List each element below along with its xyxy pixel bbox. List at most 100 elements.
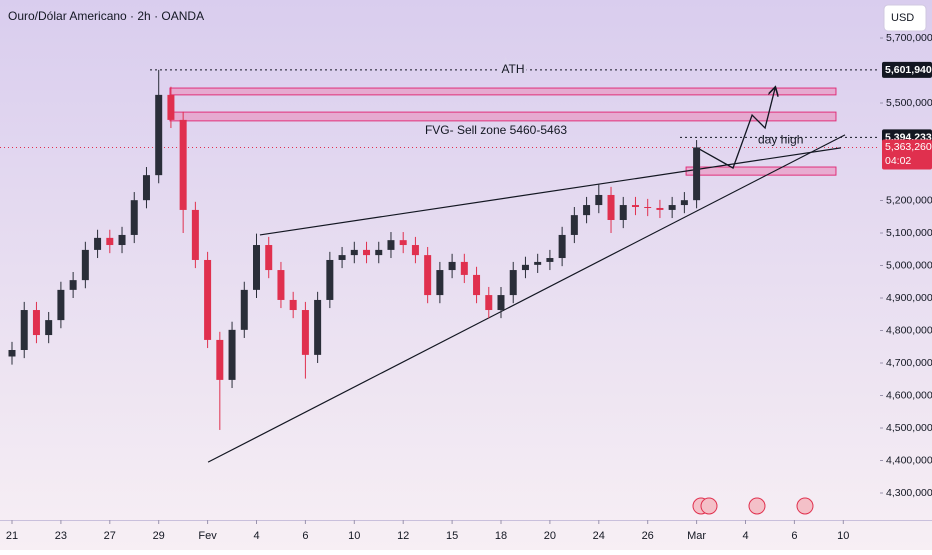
countdown-label: 04:02 [885, 155, 911, 167]
x-tick-label: 21 [6, 530, 18, 542]
candle-body [558, 234, 566, 259]
candle-body [32, 310, 40, 336]
zone [169, 111, 837, 122]
candle-body [680, 200, 688, 206]
candle-body [693, 147, 701, 201]
y-tick-label: 5,000,000 [886, 259, 932, 271]
candle-body [534, 261, 542, 265]
x-tick-label: 10 [837, 530, 849, 542]
candle-body [583, 205, 591, 216]
candle-body [204, 259, 212, 340]
candle-body [387, 240, 395, 250]
candle-body [228, 329, 236, 380]
candle-body [644, 207, 652, 208]
candle-body [216, 339, 224, 380]
candle-body [130, 200, 138, 235]
candle-body [106, 237, 114, 246]
currency-button[interactable] [883, 4, 927, 32]
ath-price-label-box [882, 61, 932, 78]
chart-title: Ouro/Dólar Americano · 2h · OANDA [8, 9, 204, 23]
y-tick-label: 4,600,000 [886, 389, 932, 401]
trend-line [207, 134, 846, 463]
candle-body [424, 255, 432, 296]
candle-body [350, 249, 358, 256]
y-tick-label: 5,500,000 [886, 97, 932, 109]
y-tick-label: 4,300,000 [886, 487, 932, 499]
candle-body [191, 209, 199, 260]
candle-body [411, 245, 419, 256]
candle-body [253, 245, 260, 290]
x-tick-label: 12 [397, 530, 409, 542]
x-tick-label: 20 [544, 530, 556, 542]
candle-body [399, 240, 407, 246]
currency-label[interactable]: USD [891, 12, 914, 24]
candle-body [448, 261, 456, 271]
candle-body [497, 295, 505, 311]
x-tick-label: 6 [791, 530, 797, 542]
event-icon[interactable] [700, 497, 718, 515]
candle-body [277, 270, 285, 300]
x-tick-label: 6 [302, 530, 308, 542]
candle-body [363, 249, 371, 256]
y-tick-label: 4,500,000 [886, 422, 932, 434]
candle-body [265, 245, 273, 271]
candle-body [631, 205, 639, 207]
candle-body [81, 249, 89, 281]
x-tick-label: 24 [593, 530, 605, 542]
y-tick-label: 4,900,000 [886, 292, 932, 304]
day-high-label: day high [758, 133, 803, 147]
x-tick-label: 4 [253, 530, 259, 542]
candle-body [460, 261, 468, 275]
candle-body [45, 320, 53, 336]
candle-body [57, 289, 65, 321]
candle-body [155, 94, 163, 176]
x-tick-label: 27 [104, 530, 116, 542]
candle-body [314, 299, 322, 355]
candle-body [436, 270, 444, 296]
y-tick-label: 4,800,000 [886, 324, 932, 336]
candle-body [301, 310, 309, 355]
y-tick-label: 4,700,000 [886, 357, 932, 369]
x-tick-label: 23 [55, 530, 67, 542]
candle-body [326, 259, 334, 300]
x-tick-label: 15 [446, 530, 458, 542]
x-tick-label: Mar [687, 530, 706, 542]
candle-body [118, 234, 126, 246]
candle-body [167, 94, 175, 120]
event-icon[interactable] [748, 497, 766, 515]
last-price-label: 5,363,260 [885, 141, 932, 153]
zone-label: FVG- Sell zone 5460-5463 [425, 123, 567, 137]
candle-body [289, 299, 297, 311]
candle-body [668, 205, 676, 210]
ath-label: ATH [501, 62, 524, 76]
x-tick-label: Fev [198, 530, 217, 542]
y-tick-label: 5,100,000 [886, 227, 932, 239]
x-tick-label: 4 [742, 530, 748, 542]
event-icon[interactable] [796, 497, 814, 515]
y-tick-label: 4,400,000 [886, 454, 932, 466]
candle-body [69, 280, 77, 290]
ath-price-label: 5,601,940 [885, 64, 932, 76]
candle-body [94, 237, 102, 250]
candle-body [521, 264, 529, 271]
x-tick-label: 18 [495, 530, 507, 542]
candle-body [595, 194, 603, 206]
candle-body [20, 310, 28, 350]
candle-body [142, 175, 150, 201]
candle-body [338, 255, 346, 260]
candle-body [375, 249, 383, 256]
candle-body [240, 289, 248, 330]
x-tick-label: 10 [348, 530, 360, 542]
candle-body [473, 274, 481, 296]
event-icons [692, 497, 814, 515]
candle-body [546, 258, 554, 262]
y-tick-label: 5,700,000 [886, 32, 932, 44]
x-tick-label: 29 [153, 530, 165, 542]
x-tick-label: 26 [642, 530, 654, 542]
last-price-box [882, 139, 932, 170]
candle-body [485, 295, 493, 311]
candle-body [607, 194, 615, 220]
candle-body [619, 205, 627, 220]
